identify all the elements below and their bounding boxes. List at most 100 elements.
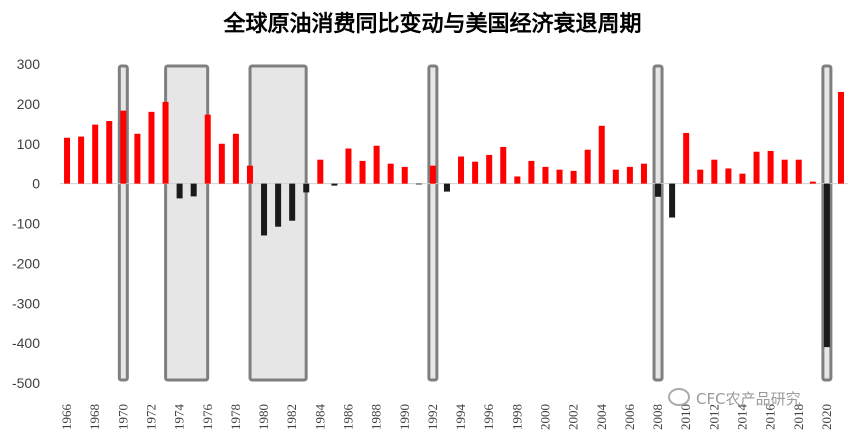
x-tick-label: 2002 xyxy=(566,404,581,430)
bar xyxy=(176,183,183,199)
y-tick-label: 200 xyxy=(17,96,41,112)
x-tick-label: 2014 xyxy=(734,404,749,431)
bar xyxy=(106,121,113,184)
bar xyxy=(725,168,732,184)
bar xyxy=(246,165,253,184)
x-tick-label: 1992 xyxy=(425,404,440,430)
x-tick-label: 1976 xyxy=(200,404,215,431)
bar xyxy=(711,159,718,184)
bar xyxy=(415,183,422,185)
x-tick-label: 1996 xyxy=(481,403,496,430)
bar xyxy=(570,170,577,184)
x-tick-label: 1982 xyxy=(284,404,299,430)
x-tick-label: 2020 xyxy=(819,404,834,430)
x-tick-label: 1972 xyxy=(143,404,158,430)
x-tick-label: 2000 xyxy=(537,404,552,430)
x-tick-label: 2016 xyxy=(763,404,778,431)
x-tick-label: 2004 xyxy=(594,404,609,431)
bar xyxy=(218,143,225,184)
wechat-icon xyxy=(668,388,690,406)
bar xyxy=(120,110,127,184)
x-tick-label: 1998 xyxy=(509,404,524,430)
bar xyxy=(373,145,380,184)
x-tick-label: 2018 xyxy=(791,404,806,430)
x-tick-label: 1980 xyxy=(256,404,271,430)
x-tick-label: 2012 xyxy=(706,404,721,430)
bar xyxy=(781,159,788,184)
bar xyxy=(190,183,197,197)
y-tick-label: 100 xyxy=(17,136,41,152)
x-tick-label: 1990 xyxy=(397,404,412,430)
y-tick-label: 300 xyxy=(17,56,41,72)
x-tick-labels: 1966 1968 1970 1972 1974 1976 1978 1980 1982 1984… xyxy=(59,403,834,430)
y-tick-label: -500 xyxy=(12,375,40,391)
bar xyxy=(584,149,591,184)
bar xyxy=(486,154,493,184)
y-tick-label: -300 xyxy=(12,295,40,311)
recession-band xyxy=(427,64,439,382)
bar xyxy=(472,161,479,184)
bar xyxy=(669,183,676,218)
bar xyxy=(134,133,141,184)
bar xyxy=(331,183,338,186)
x-tick-label: 2006 xyxy=(622,404,637,431)
bar xyxy=(542,166,549,184)
recession-band xyxy=(652,64,664,382)
bar xyxy=(640,163,647,184)
bar xyxy=(837,91,844,184)
y-tick-labels: 300 200 100 0 -100 -200 -300 -400 -500 xyxy=(12,56,40,391)
bar xyxy=(429,165,436,184)
x-tick-label: 1974 xyxy=(172,404,187,431)
bar xyxy=(289,183,296,221)
recession-shading-layer xyxy=(117,64,833,382)
bar xyxy=(683,132,690,184)
bar xyxy=(458,156,465,184)
bar xyxy=(655,183,662,197)
bar xyxy=(528,160,535,184)
bar xyxy=(162,101,169,184)
x-tick-label: 1984 xyxy=(312,404,327,431)
y-tick-label: 0 xyxy=(32,176,40,192)
bar xyxy=(78,136,85,184)
bar xyxy=(739,173,746,184)
bar xyxy=(809,181,816,184)
bar xyxy=(753,151,760,184)
bar xyxy=(612,169,619,184)
bar xyxy=(697,169,704,184)
bar xyxy=(514,176,521,184)
bar xyxy=(556,169,563,184)
bar xyxy=(767,150,774,184)
bar xyxy=(261,183,268,236)
x-tick-label: 1970 xyxy=(115,404,130,430)
bar xyxy=(64,137,71,184)
bar xyxy=(204,114,211,184)
watermark: CFC农产品研究 xyxy=(668,388,801,409)
bar xyxy=(232,133,239,184)
bar xyxy=(598,125,605,184)
x-tick-label: 2008 xyxy=(650,404,665,430)
bar xyxy=(345,148,352,184)
bar xyxy=(401,166,408,184)
x-tick-label: 1988 xyxy=(369,404,384,430)
watermark-text: CFC农产品研究 xyxy=(696,390,801,408)
bar-layer xyxy=(64,91,844,348)
recession-band xyxy=(164,64,210,382)
x-tick-label: 2010 xyxy=(678,404,693,430)
bar xyxy=(626,166,633,184)
y-tick-label: -200 xyxy=(12,255,40,271)
bar xyxy=(359,160,366,184)
y-tick-label: -400 xyxy=(12,335,40,351)
bar xyxy=(795,159,802,184)
bar xyxy=(317,159,324,184)
x-tick-label: 1978 xyxy=(228,404,243,430)
chart-title: 全球原油消费同比变动与美国经济衰退周期 xyxy=(223,11,642,37)
x-tick-label: 1966 xyxy=(59,404,74,431)
bar xyxy=(148,111,155,184)
bar xyxy=(303,183,310,193)
bar xyxy=(275,183,282,227)
bar xyxy=(500,146,507,184)
x-tick-label: 1994 xyxy=(453,404,468,431)
y-tick-label: -100 xyxy=(12,216,40,232)
bar xyxy=(443,183,450,192)
